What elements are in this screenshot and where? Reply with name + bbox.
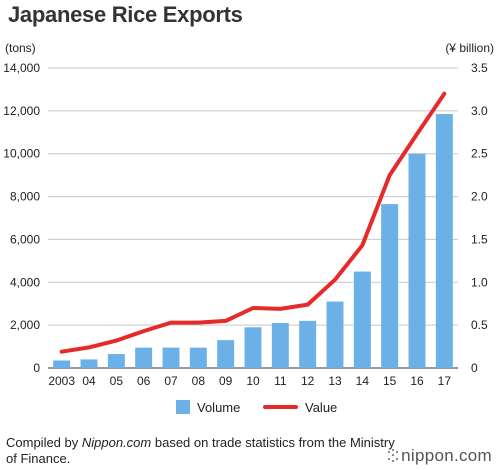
left-tick-label: 2,000 [10,318,40,332]
left-tick-label: 14,000 [3,61,40,75]
volume-bar [162,347,180,368]
right-tick-label: 2.0 [471,190,488,204]
logo-mark-icon [388,449,399,463]
value-line [59,91,447,354]
volume-bar [408,153,426,368]
legend-volume-label: Volume [197,400,240,415]
volume-bar [217,340,235,368]
volume-bar [135,347,153,368]
x-tick-label: 15 [383,374,397,388]
x-tick-label: 05 [110,374,124,388]
rice-exports-chart: 0 0 2,000 0.5 4,000 1.0 6,000 1.5 8,000 2.0 10,000… [3,41,494,415]
nippon-logo: nippon.com [388,446,492,466]
source-site: Nippon.com [81,435,152,450]
x-tick-label: 07 [164,374,178,388]
volume-bar [80,359,98,368]
left-tick-label: 4,000 [10,275,40,289]
volume-bar [244,327,262,368]
x-tick-label: 16 [410,374,424,388]
legend-volume-swatch [176,400,190,414]
right-tick-label: 0.5 [471,318,488,332]
left-axis-label: (tons) [5,41,36,55]
x-tick-label: 17 [438,374,452,388]
right-tick-label: 3.5 [471,61,488,75]
left-tick-label: 0 [33,361,40,375]
right-tick-label: 3.0 [471,104,488,118]
volume-bar [353,271,371,368]
right-axis-label: (¥ billion) [445,41,494,55]
left-tick-label: 12,000 [3,104,40,118]
left-tick-label: 8,000 [10,190,40,204]
x-tick-label: 09 [219,374,233,388]
logo-text: nippon.com [401,446,492,465]
right-tick-label: 2.5 [471,147,488,161]
value-series-line [59,91,447,354]
volume-bar [53,360,71,368]
volume-bar [381,204,399,368]
source-note: Compiled by Nippon.com based on trade st… [6,435,396,467]
volume-bar [299,320,317,368]
x-tick-label: 08 [192,374,206,388]
axes: 0 0 2,000 0.5 4,000 1.0 6,000 1.5 8,000 2.0 10,000… [3,41,494,388]
chart-title: Japanese Rice Exports [8,2,243,27]
x-tick-label: 14 [356,374,370,388]
x-tick-label: 10 [246,374,260,388]
source-suffix: based on trade statistics from the Minis… [6,435,395,466]
x-tick-label: 04 [82,374,96,388]
x-tick-label: 13 [328,374,342,388]
x-tick-label: 06 [137,374,151,388]
volume-bar [435,114,453,368]
legend-value-label: Value [305,400,337,415]
left-tick-label: 6,000 [10,232,40,246]
x-tick-label: 2003 [48,374,75,388]
right-tick-label: 0 [471,361,478,375]
volume-bar [107,354,125,368]
left-tick-label: 10,000 [3,147,40,161]
x-tick-label: 12 [301,374,315,388]
volume-bar [189,347,207,368]
source-prefix: Compiled by [6,435,82,450]
volume-bar [326,301,344,368]
right-tick-label: 1.0 [471,275,488,289]
legend: Volume Value [176,400,337,415]
volume-bar [271,323,289,368]
right-tick-label: 1.5 [471,232,488,246]
volume-bars [53,114,453,368]
x-tick-label: 11 [274,374,287,388]
